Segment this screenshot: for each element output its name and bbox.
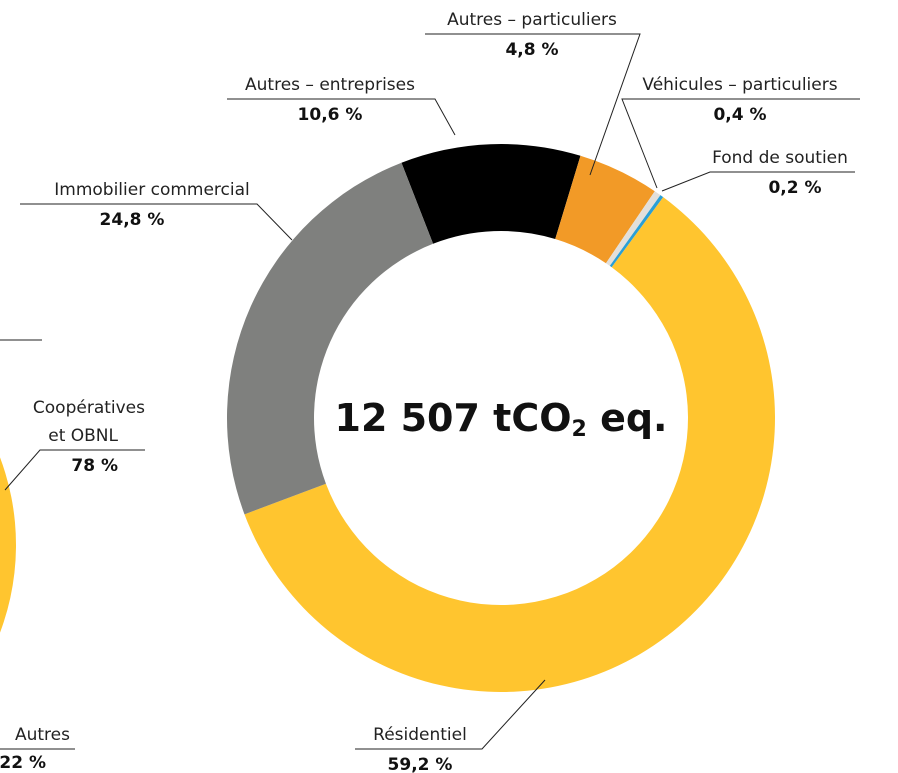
donut-slice xyxy=(0,457,16,633)
leader-line xyxy=(4,449,145,491)
slice-value: 4,8 % xyxy=(505,40,558,60)
donut-slice xyxy=(244,197,775,693)
slice-label: Autres – particuliers xyxy=(447,10,617,30)
slice-label: Autres – entreprises xyxy=(245,75,415,95)
leader-line xyxy=(621,98,860,189)
donut-slice xyxy=(227,162,434,515)
slice-value: 22 % xyxy=(0,753,46,773)
slice-value: 24,8 % xyxy=(100,210,165,230)
slice-value: 0,2 % xyxy=(768,178,821,198)
slice-value: 10,6 % xyxy=(298,105,363,125)
leader-line xyxy=(661,171,855,192)
leader-line xyxy=(425,33,641,176)
slice-value: 0,4 % xyxy=(713,105,766,125)
donut-slice xyxy=(605,191,661,266)
slice-label: Véhicules – particuliers xyxy=(642,75,837,95)
leader-line xyxy=(227,98,456,136)
donut-slice xyxy=(401,144,581,244)
slice-value: 59,2 % xyxy=(388,755,453,773)
slice-label: Autres xyxy=(15,725,70,745)
slice-label: Immobilier commercial xyxy=(54,180,250,200)
slice-value: 78 % xyxy=(71,456,118,476)
donut-slice xyxy=(555,155,655,264)
slice-label: Résidentiel xyxy=(373,725,467,745)
slice-label: Fond de soutien xyxy=(712,148,848,168)
center-label: 12 507 tCO2 eq. xyxy=(335,396,668,443)
slice-label: Coopératives et OBNL xyxy=(33,398,145,446)
leader-line xyxy=(20,203,293,241)
leader-line xyxy=(355,679,546,750)
donut-slice xyxy=(609,195,664,268)
